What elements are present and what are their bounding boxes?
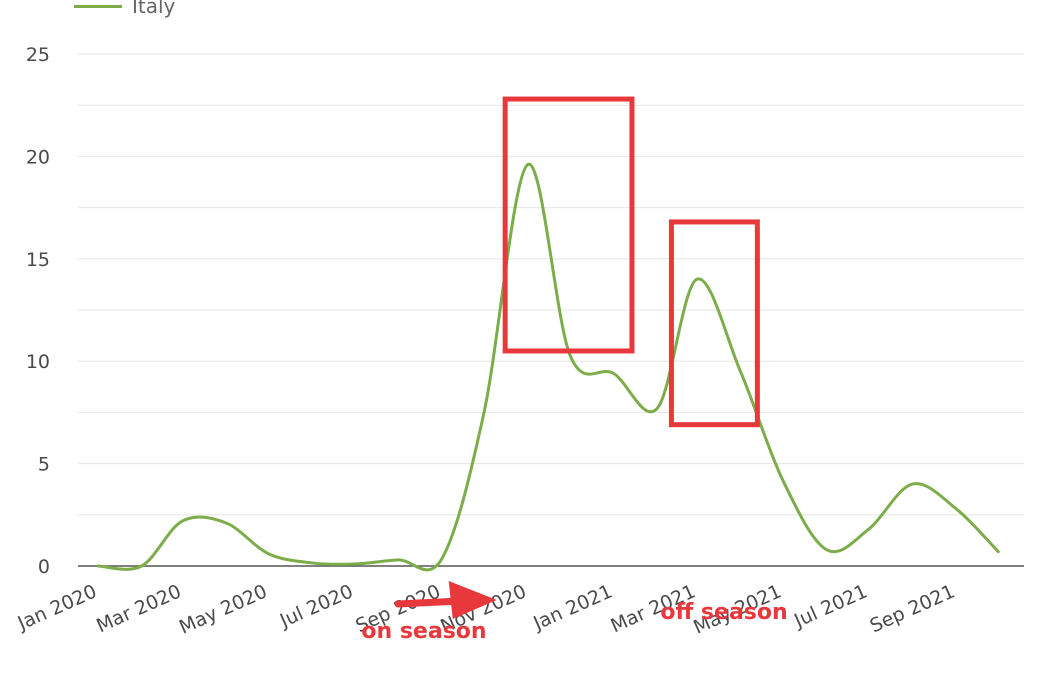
annotation-on-season: on season: [361, 619, 486, 644]
y-tick-label: 5: [38, 454, 50, 476]
series: [96, 163, 1000, 572]
x-tick-label: Jan 2021: [529, 580, 615, 635]
x-tick-label: Mar 2020: [93, 580, 184, 637]
x-tick-label: Jul 2020: [276, 580, 357, 632]
x-tick-label: Jul 2021: [790, 580, 871, 632]
y-tick-label: 20: [26, 146, 50, 168]
x-tick-label: Jan 2020: [14, 580, 100, 635]
y-tick-labels: 0 5 10 15 20 25: [26, 44, 50, 578]
annotation-arrow: [394, 597, 465, 608]
annotation-off-season: off season: [660, 600, 787, 625]
legend-label-italy: Italy: [132, 0, 176, 18]
grid: [78, 53, 1024, 567]
y-tick-label: 15: [26, 249, 50, 271]
y-tick-label: 25: [26, 44, 50, 66]
annotation-box-off-season: [668, 219, 760, 428]
legend-swatch: [74, 4, 122, 8]
legend[interactable]: Italy: [74, 0, 175, 18]
x-tick-label: Sep 2021: [867, 580, 958, 637]
y-tick-label: 0: [38, 556, 50, 578]
x-tick-label: May 2020: [176, 580, 271, 638]
annotations: on season off season: [361, 96, 788, 644]
series-line-italy: [96, 163, 1000, 572]
y-tick-label: 10: [26, 351, 50, 373]
annotation-box-on-season: [502, 96, 635, 354]
annotation-arrow-head: [448, 581, 497, 619]
